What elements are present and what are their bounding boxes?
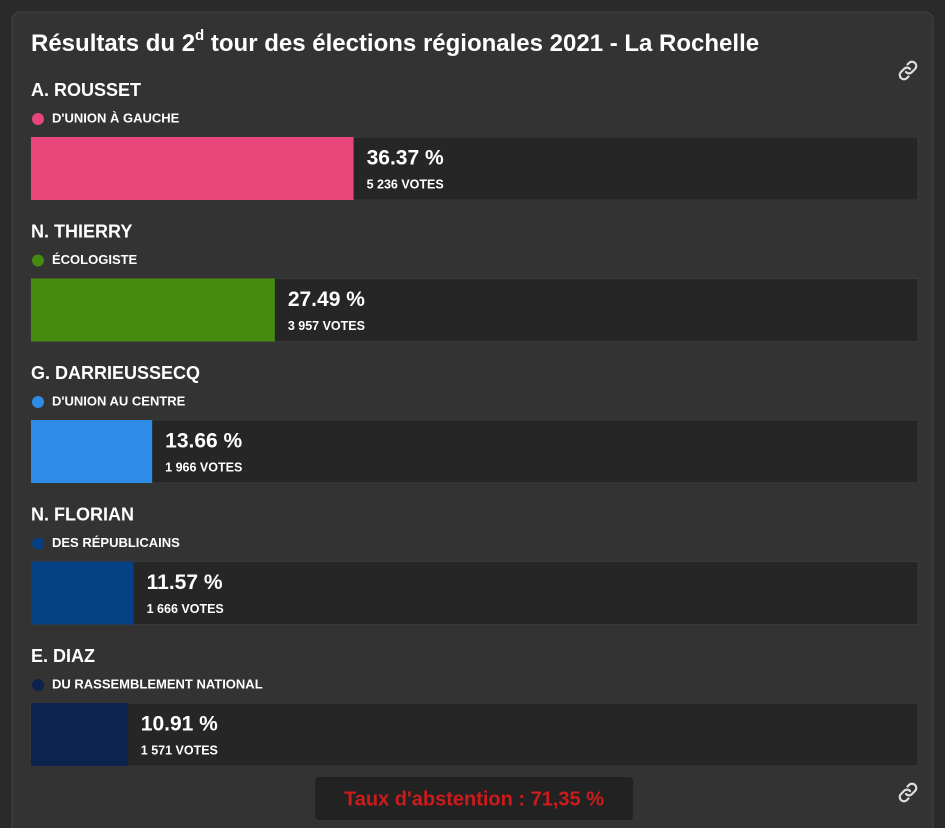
votes-label: 5 236 VOTES — [367, 177, 444, 191]
candidate-name: N. THIERRY — [31, 221, 132, 241]
candidate-name: E. DIAZ — [31, 646, 95, 666]
votes-label: 3 957 VOTES — [288, 319, 365, 333]
footnote-box — [315, 777, 633, 820]
votes-label: 1 666 VOTES — [147, 602, 224, 616]
bar-track — [30, 419, 919, 484]
bar — [31, 420, 153, 483]
link-icon[interactable] — [898, 782, 918, 803]
value-label: 13.66 % — [165, 430, 242, 453]
title-part: tour des élections régionales 2021 - La … — [204, 30, 759, 57]
party-label: D'UNION AU CENTRE — [52, 393, 186, 408]
party-label: DES RÉPUBLICAINS — [52, 535, 180, 550]
value-label: 36.37 % — [367, 147, 444, 170]
candidate-name: G. DARRIEUSSECQ — [31, 363, 200, 383]
bar — [31, 278, 275, 342]
candidate-name: N. FLORIAN — [31, 504, 134, 524]
bar — [31, 137, 354, 200]
party-label: DU RASSEMBLEMENT NATIONAL — [52, 676, 263, 691]
link-icon[interactable] — [898, 60, 918, 81]
bar — [31, 561, 134, 625]
bar-track — [30, 561, 919, 625]
bar — [31, 703, 128, 766]
votes-label: 1 571 VOTES — [141, 743, 218, 757]
title-superscript: d — [195, 27, 204, 44]
party-dot — [32, 113, 44, 125]
votes-label: 1 966 VOTES — [165, 460, 242, 474]
party-dot — [32, 254, 44, 267]
party-dot — [32, 396, 44, 408]
title-part: Résultats du 2 — [31, 30, 195, 57]
party-dot — [32, 679, 44, 691]
party-dot — [32, 537, 44, 550]
candidate-name: A. ROUSSET — [31, 80, 141, 100]
party-label: D'UNION À GAUCHE — [52, 110, 180, 125]
value-label: 10.91 % — [141, 713, 218, 736]
chart-title: Résultats du 2d tour des élections régio… — [31, 27, 759, 57]
value-label: 11.57 % — [147, 571, 223, 594]
footnote: Taux d'abstention : 71,35 % — [344, 788, 604, 810]
value-label: 27.49 % — [288, 288, 365, 311]
party-label: ÉCOLOGISTE — [52, 252, 138, 267]
